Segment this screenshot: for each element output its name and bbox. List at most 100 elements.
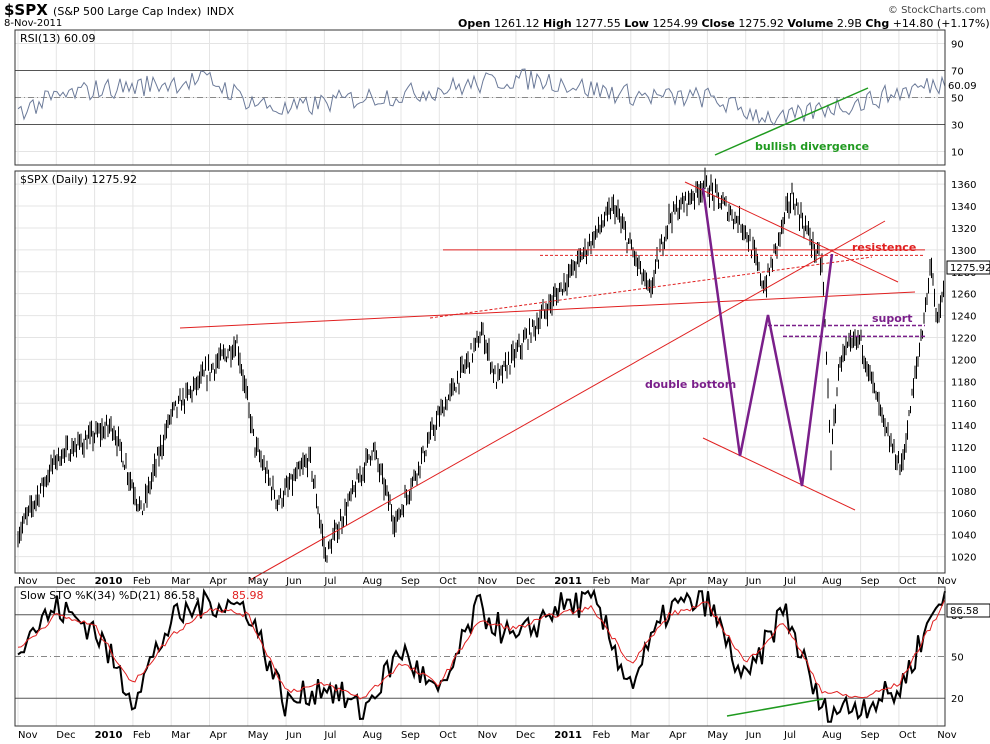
stoch-x-tick-label: Feb xyxy=(133,730,151,741)
high-label: High xyxy=(543,17,572,30)
price-x-tick-label: Apr xyxy=(669,576,687,587)
chart-date: 8-Nov-2011 xyxy=(4,18,63,29)
panel-frame xyxy=(14,170,946,574)
stoch-x-tick-label: 2011 xyxy=(554,730,582,741)
price-x-tick-label: Nov xyxy=(478,576,498,587)
change-value: +14.80 (+1.17%) xyxy=(892,17,990,30)
change-label: Chg xyxy=(865,17,890,30)
price-x-tick-label: Sep xyxy=(401,576,420,587)
stoch-k-line xyxy=(17,588,946,723)
price-x-tick-label: Nov xyxy=(18,576,38,587)
price-tick-label: 1080 xyxy=(951,487,976,498)
panel-frame xyxy=(14,29,946,166)
upper-channel-line xyxy=(684,181,899,283)
price-x-tick-label: Mar xyxy=(171,576,191,587)
rsi-title: RSI(13) 60.09 xyxy=(20,32,95,45)
price-tick-label: 1300 xyxy=(951,246,976,257)
resistance-label: resistence xyxy=(852,241,916,254)
price-tick-label: 1320 xyxy=(951,224,976,235)
price-x-tick-label: 2010 xyxy=(95,576,123,587)
price-tick-label: 1160 xyxy=(951,399,976,410)
price-tick-label: 1360 xyxy=(951,180,976,191)
stoch-x-tick-label: Jul xyxy=(323,730,336,741)
rsi-tick-label: 30 xyxy=(951,121,964,132)
stoch-x-tick-label: Oct xyxy=(439,730,456,741)
stoch-x-tick-label: 2010 xyxy=(95,730,123,741)
price-x-tick-label: Oct xyxy=(439,576,456,587)
stoch-x-tick-label: Aug xyxy=(822,730,842,741)
stoch-divergence-line xyxy=(726,698,824,717)
stoch-x-tick-label: Sep xyxy=(861,730,880,741)
stoch-title: Slow STO %K(34) %D(21) 86.58, xyxy=(20,589,199,602)
stoch-x-tick-label: May xyxy=(248,730,269,741)
stoch-x-tick-label: Mar xyxy=(171,730,191,741)
price-x-tick-label: May xyxy=(248,576,269,587)
price-x-tick-label: Sep xyxy=(861,576,880,587)
rsi-last-value: 60.09 xyxy=(948,81,977,92)
price-x-tick-label: Aug xyxy=(363,576,383,587)
price-bars xyxy=(17,167,946,563)
symbol-description: (S&P 500 Large Cap Index) xyxy=(53,5,202,18)
stoch-x-tick-label: Nov xyxy=(937,730,957,741)
price-tick-label: 1180 xyxy=(951,377,976,388)
price-x-tick-label: Jul xyxy=(323,576,336,587)
price-tick-label: 1260 xyxy=(951,290,976,301)
stoch-x-tick-label: Mar xyxy=(631,730,651,741)
price-tick-label: 1200 xyxy=(951,355,976,366)
open-value: 1261.12 xyxy=(494,17,540,30)
high-value: 1277.55 xyxy=(575,17,621,30)
stoch-x-tick-label: Dec xyxy=(516,730,535,741)
price-title: $SPX (Daily) 1275.92 xyxy=(20,173,137,186)
stoch-x-tick-label: Feb xyxy=(593,730,611,741)
stoch-x-tick-label: Nov xyxy=(18,730,38,741)
price-tick-label: 1240 xyxy=(951,312,976,323)
stoch-last-value-box xyxy=(946,603,990,618)
stoch-x-tick-label: Jun xyxy=(745,730,762,741)
price-x-tick-label: 2011 xyxy=(554,576,582,587)
price-x-tick-label: Apr xyxy=(210,576,228,587)
price-x-tick-label: Mar xyxy=(631,576,651,587)
rsi-tick-label: 90 xyxy=(951,40,964,51)
stoch-d-value: 85.98 xyxy=(232,589,264,602)
price-last-value-box xyxy=(946,260,990,275)
rsi-divergence-line xyxy=(714,87,869,156)
close-value: 1275.92 xyxy=(738,17,784,30)
long-trend-line xyxy=(179,291,916,329)
price-tick-label: 1120 xyxy=(951,443,976,454)
open-label: Open xyxy=(458,17,491,30)
exchange: INDX xyxy=(206,5,235,18)
price-x-tick-label: Feb xyxy=(133,576,151,587)
stoch-x-tick-label: Jul xyxy=(783,730,796,741)
stoch-tick-label: 50 xyxy=(951,653,964,664)
rsi-tick-label: 50 xyxy=(951,94,964,105)
volume-label: Volume xyxy=(787,17,834,30)
stoch-d-line xyxy=(17,599,946,700)
price-x-tick-label: Jul xyxy=(783,576,796,587)
price-tick-label: 1040 xyxy=(951,531,976,542)
price-tick-label: 1020 xyxy=(951,553,976,564)
stoch-x-tick-label: May xyxy=(707,730,728,741)
price-x-tick-label: Dec xyxy=(516,576,535,587)
price-x-tick-label: Feb xyxy=(593,576,611,587)
watermark: © StockCharts.com xyxy=(887,5,986,16)
stoch-x-tick-label: Dec xyxy=(56,730,75,741)
stoch-x-tick-label: Apr xyxy=(210,730,228,741)
low-value: 1254.99 xyxy=(652,17,698,30)
bullish-divergence-label: bullish divergence xyxy=(755,140,869,153)
stoch-x-tick-label: Aug xyxy=(363,730,383,741)
low-label: Low xyxy=(624,17,649,30)
rsi-tick-label: 10 xyxy=(951,148,964,159)
double-bottom-pattern xyxy=(701,187,834,487)
price-tick-label: 1100 xyxy=(951,465,976,476)
stoch-x-tick-label: Oct xyxy=(899,730,916,741)
price-x-tick-label: Dec xyxy=(56,576,75,587)
price-x-tick-label: Jun xyxy=(285,576,302,587)
dashed-trend-line xyxy=(429,256,873,319)
price-tick-label: 1060 xyxy=(951,509,976,520)
lower-channel-line xyxy=(702,437,856,511)
panel-frame xyxy=(14,586,946,727)
price-last-value: 1275.92 xyxy=(950,263,990,274)
rsi-line xyxy=(17,68,946,126)
support-label: suport xyxy=(872,312,913,325)
volume-value: 2.9B xyxy=(836,17,862,30)
